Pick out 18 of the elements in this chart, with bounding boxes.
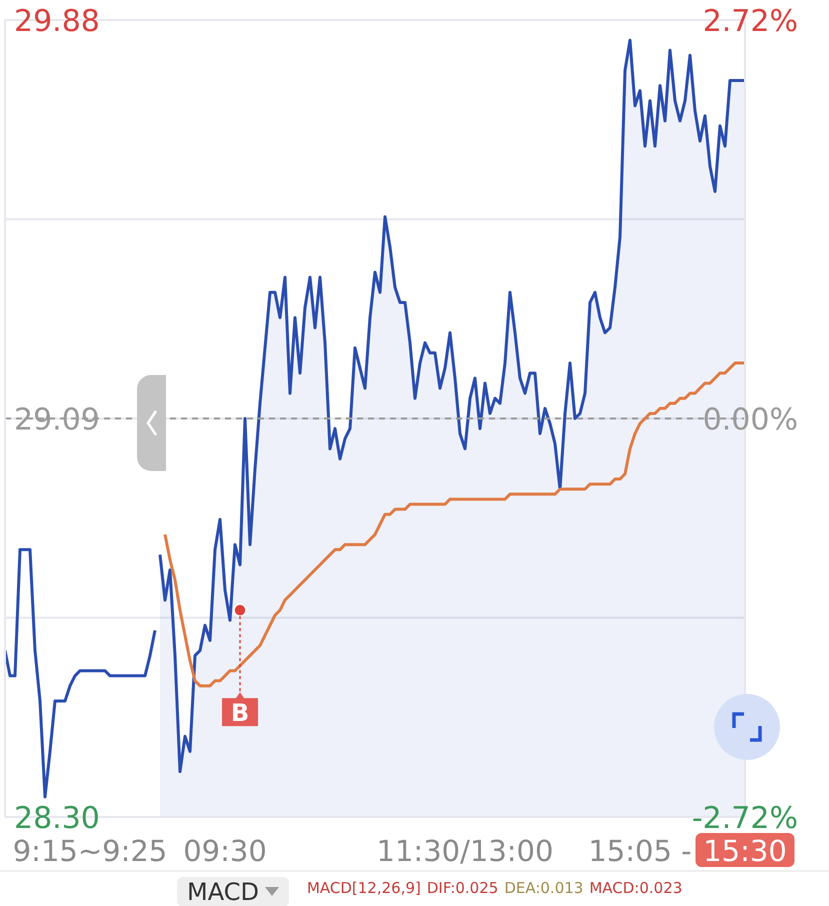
text: MACD:0.023 — [589, 878, 682, 899]
data-label: B — [230, 699, 250, 728]
x-tick-label: 15:30 — [703, 834, 787, 868]
x-tick-label: 9:15~9:25 — [12, 834, 168, 868]
text: MACD — [187, 878, 259, 906]
y-tick-label: 29.09 — [14, 402, 100, 438]
x-tick-label: 15:05 - — [588, 834, 692, 868]
y2-tick-label: 0.00% — [702, 402, 798, 438]
x-tick-label: 11:30/13:00 — [376, 834, 554, 868]
text: MACD[12,26,9] — [306, 878, 421, 899]
text: DIF:0.025 — [426, 878, 498, 899]
y2-tick-label: -2.72% — [692, 801, 798, 836]
y2-tick-label: 2.72% — [702, 4, 798, 39]
y-tick-label: 28.30 — [14, 801, 100, 836]
line-series — [5, 548, 156, 798]
x-tick-label: 09:30 — [183, 834, 267, 868]
y-tick-label: 29.88 — [14, 4, 100, 39]
text: DEA:0.013 — [504, 878, 584, 899]
